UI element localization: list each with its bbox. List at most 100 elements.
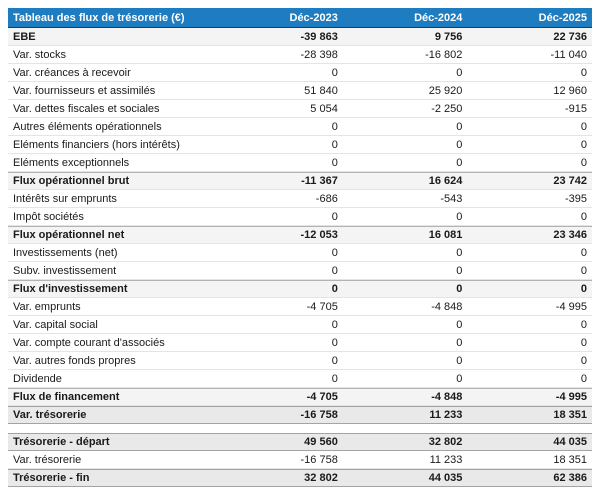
spacer-row: [8, 424, 592, 433]
cell-value: 23 346: [467, 226, 592, 244]
row-label: Var. trésorerie: [8, 451, 219, 469]
row-label: Trésorerie - départ: [8, 433, 219, 451]
cell-value: -4 705: [218, 298, 343, 316]
cell-value: 0: [218, 262, 343, 280]
cell-value: 0: [342, 280, 468, 298]
table-row: Var. trésorerie -16 758 11 233 18 351: [8, 406, 592, 424]
cell-value: 0: [342, 136, 468, 154]
cell-value: 44 035: [467, 433, 592, 451]
table-row: Flux de financement -4 705 -4 848 -4 995: [8, 388, 592, 406]
cell-value: 0: [467, 316, 592, 334]
row-label: Var. fournisseurs et assimilés: [8, 82, 219, 100]
cash-flow-table: Tableau des flux de trésorerie (€) Déc-2…: [8, 8, 592, 487]
cell-value: 0: [467, 280, 592, 298]
cell-value: 18 351: [467, 406, 592, 424]
cell-value: 5 054: [218, 100, 343, 118]
table-row: Investissements (net) 0 0 0: [8, 244, 592, 262]
cell-value: 0: [467, 352, 592, 370]
table-row: Intérêts sur emprunts -686 -543 -395: [8, 190, 592, 208]
row-label: Var. compte courant d'associés: [8, 334, 219, 352]
cell-value: 16 624: [342, 172, 468, 190]
table-row: EBE -39 863 9 756 22 736: [8, 28, 592, 46]
cell-value: -4 705: [218, 388, 343, 406]
row-label: Investissements (net): [8, 244, 219, 262]
cell-value: 0: [467, 154, 592, 172]
row-label: Dividende: [8, 370, 219, 388]
table-title: Tableau des flux de trésorerie (€): [8, 8, 219, 28]
cell-value: 0: [342, 370, 468, 388]
table-row: Var. fournisseurs et assimilés 51 840 25 9…: [8, 82, 592, 100]
cell-value: 16 081: [342, 226, 468, 244]
table-row: Dividende 0 0 0: [8, 370, 592, 388]
row-label: Var. capital social: [8, 316, 219, 334]
cell-value: -395: [467, 190, 592, 208]
table-row: Var. créances à recevoir 0 0 0: [8, 64, 592, 82]
cell-value: 0: [467, 136, 592, 154]
cell-value: 0: [467, 118, 592, 136]
row-label: Flux d'investissement: [8, 280, 219, 298]
cell-value: 0: [218, 280, 343, 298]
cell-value: -16 758: [218, 406, 343, 424]
cell-value: 0: [467, 370, 592, 388]
cell-value: 0: [342, 352, 468, 370]
cell-value: -686: [218, 190, 343, 208]
column-header-dec-2025: Déc-2025: [467, 8, 592, 28]
table-row: Trésorerie - départ 49 560 32 802 44 035: [8, 433, 592, 451]
cell-value: 0: [218, 244, 343, 262]
cell-value: 32 802: [218, 469, 343, 487]
table-header-row: Tableau des flux de trésorerie (€) Déc-2…: [8, 8, 592, 28]
cell-value: -4 995: [467, 388, 592, 406]
cell-value: 0: [467, 208, 592, 226]
table-row: Autres éléments opérationnels 0 0 0: [8, 118, 592, 136]
table-row: Subv. investissement 0 0 0: [8, 262, 592, 280]
row-label: Impôt sociétés: [8, 208, 219, 226]
cell-value: 0: [218, 136, 343, 154]
cell-value: -915: [467, 100, 592, 118]
table-row: Flux d'investissement 0 0 0: [8, 280, 592, 298]
cell-value: 0: [342, 244, 468, 262]
table-row: Flux opérationnel net -12 053 16 081 23 346: [8, 226, 592, 244]
row-label: Intérêts sur emprunts: [8, 190, 219, 208]
cell-value: 0: [467, 262, 592, 280]
cell-value: 0: [218, 208, 343, 226]
column-header-dec-2023: Déc-2023: [218, 8, 343, 28]
cell-value: -2 250: [342, 100, 468, 118]
cell-value: -28 398: [218, 46, 343, 64]
row-label: EBE: [8, 28, 219, 46]
cell-value: 0: [218, 334, 343, 352]
table-row: Var. trésorerie -16 758 11 233 18 351: [8, 451, 592, 469]
cell-value: 0: [342, 316, 468, 334]
cell-value: -4 848: [342, 388, 468, 406]
cell-value: 0: [342, 64, 468, 82]
column-header-dec-2024: Déc-2024: [342, 8, 468, 28]
cell-value: -11 367: [218, 172, 343, 190]
table-row: Eléments financiers (hors intérêts) 0 0 0: [8, 136, 592, 154]
cell-value: 49 560: [218, 433, 343, 451]
row-label: Var. autres fonds propres: [8, 352, 219, 370]
row-label: Var. trésorerie: [8, 406, 219, 424]
cell-value: 0: [218, 316, 343, 334]
table-row: Trésorerie - fin 32 802 44 035 62 386: [8, 469, 592, 487]
cell-value: 0: [467, 334, 592, 352]
cell-value: 0: [467, 64, 592, 82]
cell-value: 0: [467, 244, 592, 262]
cell-value: 18 351: [467, 451, 592, 469]
row-label: Eléments exceptionnels: [8, 154, 219, 172]
cell-value: -4 848: [342, 298, 468, 316]
table-row: Impôt sociétés 0 0 0: [8, 208, 592, 226]
row-label: Subv. investissement: [8, 262, 219, 280]
cell-value: 12 960: [467, 82, 592, 100]
cell-value: 11 233: [342, 406, 468, 424]
cell-value: 0: [218, 64, 343, 82]
cell-value: 0: [342, 208, 468, 226]
cell-value: 9 756: [342, 28, 468, 46]
cell-value: -543: [342, 190, 468, 208]
cell-value: -12 053: [218, 226, 343, 244]
cell-value: 62 386: [467, 469, 592, 487]
cell-value: 51 840: [218, 82, 343, 100]
table-row: Var. capital social 0 0 0: [8, 316, 592, 334]
cell-value: -39 863: [218, 28, 343, 46]
row-label: Var. dettes fiscales et sociales: [8, 100, 219, 118]
table-row: Var. compte courant d'associés 0 0 0: [8, 334, 592, 352]
row-label: Var. emprunts: [8, 298, 219, 316]
